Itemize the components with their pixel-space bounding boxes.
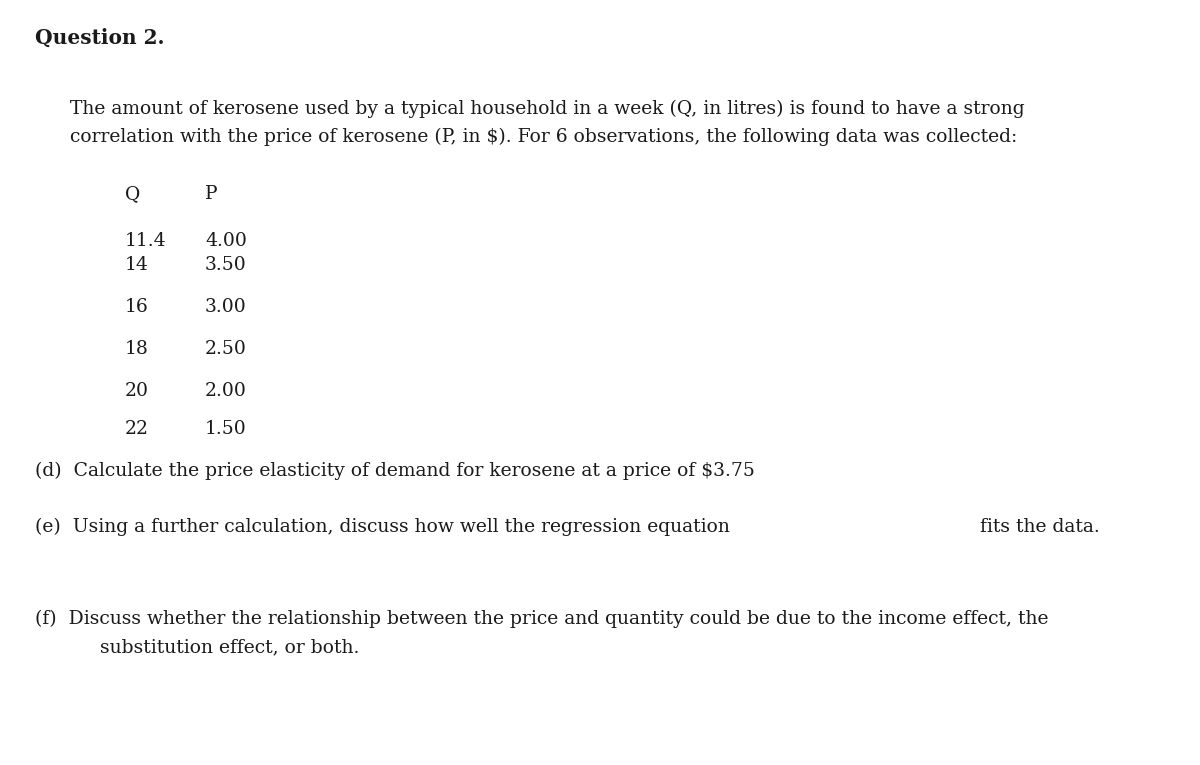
Text: 11.4: 11.4 (125, 232, 167, 250)
Text: substitution effect, or both.: substitution effect, or both. (70, 638, 359, 656)
Text: P: P (205, 185, 217, 203)
Text: Q: Q (125, 185, 140, 203)
Text: fits the data.: fits the data. (980, 518, 1099, 536)
Text: (e)  Using a further calculation, discuss how well the regression equation: (e) Using a further calculation, discuss… (35, 518, 730, 536)
Text: 14: 14 (125, 256, 149, 274)
Text: Question 2.: Question 2. (35, 28, 164, 48)
Text: (d)  Calculate the price elasticity of demand for kerosene at a price of $3.75: (d) Calculate the price elasticity of de… (35, 462, 755, 480)
Text: 4.00: 4.00 (205, 232, 247, 250)
Text: 3.50: 3.50 (205, 256, 247, 274)
Text: 2.00: 2.00 (205, 382, 247, 400)
Text: (f)  Discuss whether the relationship between the price and quantity could be du: (f) Discuss whether the relationship bet… (35, 610, 1049, 628)
Text: 16: 16 (125, 298, 149, 316)
Text: 1.50: 1.50 (205, 420, 247, 438)
Text: correlation with the price of kerosene (P, in $). For 6 observations, the follow: correlation with the price of kerosene (… (70, 128, 1018, 146)
Text: 18: 18 (125, 340, 149, 358)
Text: 22: 22 (125, 420, 149, 438)
Text: 20: 20 (125, 382, 149, 400)
Text: 2.50: 2.50 (205, 340, 247, 358)
Text: 3.00: 3.00 (205, 298, 247, 316)
Text: The amount of kerosene used by a typical household in a week (Q, in litres) is f: The amount of kerosene used by a typical… (70, 100, 1025, 119)
